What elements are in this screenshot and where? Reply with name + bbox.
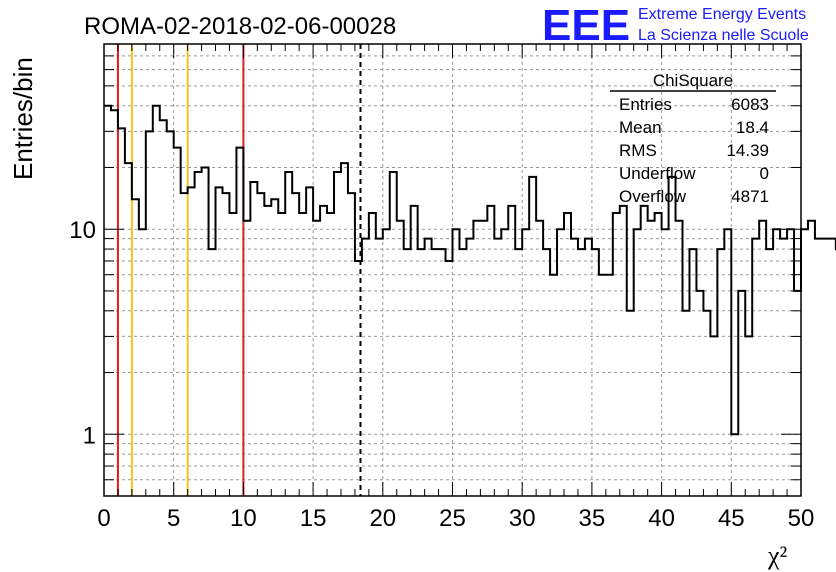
x-tick-label: 0: [97, 505, 110, 532]
axis-ticks: [103, 43, 802, 497]
stats-value: 4871: [731, 187, 769, 206]
x-tick-label: 45: [718, 505, 745, 532]
x-tick-labels: 0 5 10 15 20 25 30 35 40 45 50: [97, 505, 814, 532]
marker-lines: [116, 44, 362, 496]
x-tick-label: 15: [300, 505, 327, 532]
stats-value: 18.4: [736, 118, 769, 137]
y-tick-labels: 1 10: [69, 217, 96, 449]
x-tick-label: 50: [788, 505, 815, 532]
x-axis-label: χ²: [767, 541, 788, 570]
x-tick-label: 5: [167, 505, 180, 532]
x-tick-label: 35: [579, 505, 606, 532]
logo-line-2: La Scienza nelle Scuole: [638, 27, 809, 44]
y-axis-label: Entries/bin: [8, 57, 38, 180]
stats-value: 6083: [731, 95, 769, 114]
x-tick-label: 40: [648, 505, 675, 532]
stats-label: Underflow: [619, 164, 696, 183]
stats-box: ChiSquare Entries 6083 Mean 18.4 RMS 14.39 Und…: [610, 71, 776, 206]
stats-box-name: ChiSquare: [653, 71, 733, 90]
x-tick-label: 10: [230, 505, 257, 532]
y-tick-label: 10: [69, 217, 96, 244]
chart-title: ROMA-02-2018-02-06-00028: [84, 13, 396, 40]
logo-text: EEE: [542, 1, 630, 50]
logo-line-1: Extreme Energy Events: [638, 6, 806, 23]
stats-label: Entries: [619, 95, 672, 114]
y-tick-label: 1: [83, 422, 96, 449]
stats-value: 0: [760, 164, 769, 183]
stats-value: 14.39: [726, 141, 769, 160]
stats-label: Mean: [619, 118, 662, 137]
x-tick-label: 20: [369, 505, 396, 532]
stats-label: Overflow: [619, 187, 687, 206]
x-tick-label: 30: [509, 505, 536, 532]
x-tick-label: 25: [439, 505, 466, 532]
stats-label: RMS: [619, 141, 657, 160]
eee-logo: EEE Extreme Energy Events La Scienza nel…: [542, 1, 809, 50]
histogram-outline: [104, 104, 836, 436]
